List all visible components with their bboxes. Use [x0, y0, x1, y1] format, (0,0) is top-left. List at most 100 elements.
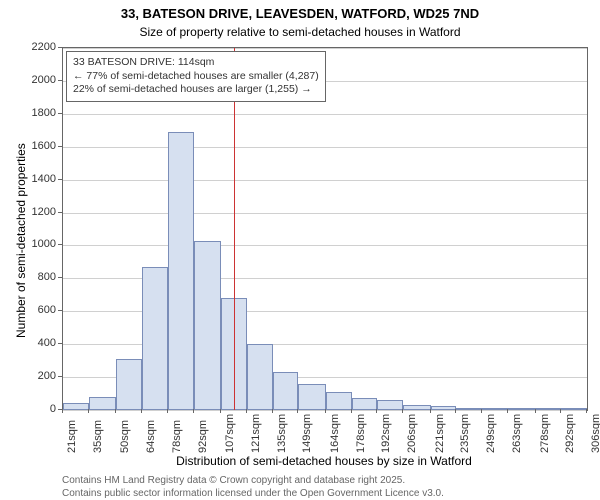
xtick-mark — [376, 409, 377, 413]
ytick-mark — [58, 179, 62, 180]
ytick-mark — [58, 343, 62, 344]
ytick-mark — [58, 376, 62, 377]
xtick-label: 121sqm — [250, 414, 262, 453]
info-box-line: 33 BATESON DRIVE: 114sqm — [73, 56, 319, 70]
gridline — [63, 147, 587, 148]
xtick-label: 149sqm — [301, 414, 313, 453]
xtick-mark — [193, 409, 194, 413]
xtick-mark — [455, 409, 456, 413]
xtick-mark — [246, 409, 247, 413]
xtick-mark — [141, 409, 142, 413]
histogram-bar — [168, 132, 194, 410]
ytick-label: 1600 — [26, 140, 56, 152]
xtick-label: 235sqm — [459, 414, 471, 453]
ytick-label: 400 — [26, 337, 56, 349]
gridline — [63, 213, 587, 214]
xtick-mark — [402, 409, 403, 413]
ytick-label: 200 — [26, 370, 56, 382]
chart-subtitle: Size of property relative to semi-detach… — [0, 23, 600, 39]
histogram-bar — [63, 403, 89, 410]
histogram-bar — [326, 392, 352, 410]
ytick-label: 1000 — [26, 238, 56, 250]
xtick-label: 263sqm — [511, 414, 523, 453]
ytick-label: 0 — [26, 403, 56, 415]
footer-attribution: Contains HM Land Registry data © Crown c… — [62, 474, 444, 500]
histogram-bar — [403, 405, 431, 410]
histogram-bar — [247, 344, 273, 410]
xtick-mark — [88, 409, 89, 413]
histogram-bar — [142, 267, 168, 410]
xtick-label: 21sqm — [66, 420, 78, 453]
histogram-bar — [482, 408, 508, 410]
histogram-bar — [377, 400, 403, 410]
info-box-line: ← 77% of semi-detached houses are smalle… — [73, 70, 319, 84]
histogram-bar — [456, 408, 482, 410]
xtick-label: 135sqm — [276, 414, 288, 453]
histogram-bar — [536, 408, 562, 410]
histogram-bar — [508, 408, 536, 410]
xtick-mark — [325, 409, 326, 413]
xtick-mark — [351, 409, 352, 413]
chart-title: 33, BATESON DRIVE, LEAVESDEN, WATFORD, W… — [0, 0, 600, 23]
histogram-bar — [89, 397, 117, 410]
ytick-mark — [58, 277, 62, 278]
xtick-mark — [272, 409, 273, 413]
ytick-label: 800 — [26, 271, 56, 283]
xtick-label: 306sqm — [590, 414, 600, 453]
xtick-label: 50sqm — [119, 420, 131, 453]
xtick-label: 64sqm — [145, 420, 157, 453]
ytick-mark — [58, 310, 62, 311]
x-axis-label: Distribution of semi-detached houses by … — [62, 454, 586, 468]
xtick-mark — [297, 409, 298, 413]
histogram-bar — [273, 372, 299, 410]
gridline — [63, 245, 587, 246]
ytick-label: 2200 — [26, 41, 56, 53]
xtick-label: 249sqm — [485, 414, 497, 453]
xtick-mark — [62, 409, 63, 413]
xtick-label: 35sqm — [92, 420, 104, 453]
footer-line-2: Contains public sector information licen… — [62, 487, 444, 500]
xtick-label: 178sqm — [355, 414, 367, 453]
footer-line-1: Contains HM Land Registry data © Crown c… — [62, 474, 444, 487]
xtick-mark — [115, 409, 116, 413]
xtick-label: 78sqm — [171, 420, 183, 453]
xtick-mark — [560, 409, 561, 413]
ytick-mark — [58, 212, 62, 213]
xtick-label: 164sqm — [329, 414, 341, 453]
histogram-bar — [561, 408, 587, 410]
xtick-mark — [507, 409, 508, 413]
xtick-label: 206sqm — [406, 414, 418, 453]
ytick-mark — [58, 113, 62, 114]
ytick-label: 1400 — [26, 173, 56, 185]
ytick-mark — [58, 47, 62, 48]
histogram-bar — [298, 384, 326, 410]
xtick-label: 92sqm — [197, 420, 209, 453]
plot-area: 33 BATESON DRIVE: 114sqm← 77% of semi-de… — [62, 47, 588, 411]
ytick-label: 600 — [26, 304, 56, 316]
gridline — [63, 180, 587, 181]
xtick-mark — [430, 409, 431, 413]
xtick-mark — [586, 409, 587, 413]
gridline — [63, 114, 587, 115]
xtick-label: 192sqm — [380, 414, 392, 453]
ytick-label: 1800 — [26, 107, 56, 119]
ytick-mark — [58, 146, 62, 147]
histogram-bar — [431, 406, 457, 410]
gridline — [63, 48, 587, 49]
xtick-mark — [220, 409, 221, 413]
ytick-label: 2000 — [26, 74, 56, 86]
xtick-mark — [535, 409, 536, 413]
xtick-label: 292sqm — [564, 414, 576, 453]
histogram-bar — [194, 241, 222, 410]
ytick-label: 1200 — [26, 206, 56, 218]
xtick-label: 278sqm — [539, 414, 551, 453]
info-box-line: 22% of semi-detached houses are larger (… — [73, 83, 319, 97]
histogram-bar — [116, 359, 142, 410]
xtick-label: 107sqm — [224, 414, 236, 453]
xtick-label: 221sqm — [434, 414, 446, 453]
reference-line — [234, 48, 235, 410]
xtick-mark — [167, 409, 168, 413]
info-box: 33 BATESON DRIVE: 114sqm← 77% of semi-de… — [66, 51, 326, 102]
ytick-mark — [58, 80, 62, 81]
ytick-mark — [58, 244, 62, 245]
